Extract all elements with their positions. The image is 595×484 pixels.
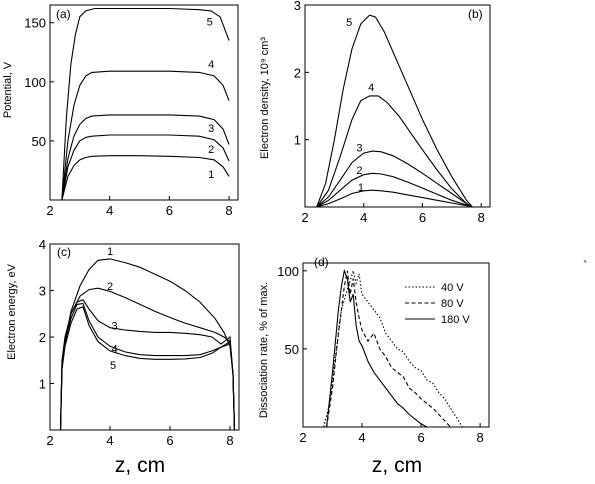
panel-a-xtick-label: 8 <box>225 203 232 218</box>
panel-a-label: (a) <box>56 7 71 21</box>
x-axis-label-right: z, cm <box>372 454 422 477</box>
panel-d-plot: 2 4 6 8 50 100 40 V 80 V 180 V <box>277 262 490 445</box>
panel-a: Potential, V (a) 2 4 6 8 50 100 150 1 2 3 4 5 <box>2 4 239 218</box>
panel-b-series-line <box>316 14 473 208</box>
panel-a-curve-label: 3 <box>208 123 214 135</box>
panel-b-xtick-label: 8 <box>478 210 485 225</box>
panel-a-series-line <box>61 70 230 201</box>
panel-d-legend-entry: 40 V <box>441 282 464 294</box>
panel-a-xtick-label: 2 <box>46 203 53 218</box>
panel-b-xtick-label: 6 <box>419 210 426 225</box>
panel-b-curve-label: 3 <box>356 143 362 155</box>
panel-d-xtick-label: 4 <box>358 430 365 445</box>
panel-a-series-line <box>61 134 230 201</box>
panel-d-xtick-label: 2 <box>299 430 306 445</box>
panel-d-ytick-label: 50 <box>285 342 299 357</box>
panel-c-ylabel: Electron energy, eV <box>6 263 18 359</box>
panel-c-xtick-label: 8 <box>226 433 233 448</box>
panel-c-ytick-label: 2 <box>39 330 46 345</box>
panel-c-series-line <box>59 299 236 431</box>
panel-a-xtick-label: 6 <box>166 203 173 218</box>
panel-b-frame <box>304 4 491 208</box>
panel-b-curve-label: 5 <box>346 17 352 29</box>
panel-b-series-line <box>316 172 473 208</box>
panel-d-series-line <box>326 270 451 428</box>
stray-mark: ` <box>583 258 587 273</box>
panel-c-xtick-label: 6 <box>166 433 173 448</box>
panel-d-series-line <box>326 268 428 428</box>
panel-b-series-line <box>316 95 473 208</box>
panel-b-plot: 2 4 6 8 1 2 3 1 2 3 4 5 <box>294 0 491 225</box>
panel-d-frame <box>302 262 490 428</box>
panel-b-curve-label: 2 <box>356 165 362 177</box>
panel-a-ylabel: Potential, V <box>2 61 14 118</box>
panel-c-curve-label: 5 <box>110 360 116 372</box>
panel-a-series-line <box>61 155 230 201</box>
panel-b: Electron density, 10⁹ cm³ (b) 2 4 6 8 1 2 3 1 2 3… <box>259 0 491 225</box>
panel-a-curve-label: 5 <box>207 17 213 29</box>
panel-c-label: (c) <box>57 245 71 259</box>
panel-b-ytick-label: 1 <box>294 133 301 148</box>
panel-b-series-line <box>316 150 473 208</box>
panel-c-xtick-label: 2 <box>46 433 53 448</box>
panel-a-ytick-label: 50 <box>32 134 46 149</box>
panel-b-curve-label: 4 <box>368 82 374 94</box>
panel-c-ytick-label: 4 <box>39 237 46 252</box>
panel-c-ytick-label: 3 <box>39 284 46 299</box>
panel-d: Dissociation rate, % of max. (d) 2 4 6 8 50 1… <box>258 255 490 445</box>
panel-c-curve-label: 4 <box>112 344 118 356</box>
panel-d-xtick-label: 6 <box>417 430 424 445</box>
panel-d-ytick-label: 100 <box>277 264 299 279</box>
panel-b-ylabel: Electron density, 10⁹ cm³ <box>259 37 271 159</box>
panel-b-xtick-label: 2 <box>301 210 308 225</box>
panel-a-plot: 2 4 6 8 50 100 150 1 2 3 4 5 <box>24 4 239 218</box>
panel-a-ytick-label: 100 <box>24 75 46 90</box>
panel-b-ytick-label: 2 <box>294 65 301 80</box>
panel-b-series-line <box>316 189 473 208</box>
panel-c-plot: 2 4 6 8 1 2 3 4 1 2 3 4 5 <box>39 237 240 448</box>
panel-a-curve-label: 2 <box>208 144 214 156</box>
panel-b-ytick-label: 3 <box>294 0 301 13</box>
panel-d-legend-entry: 180 V <box>441 314 470 326</box>
panel-a-ytick-label: 150 <box>24 16 46 31</box>
panel-c-series-line <box>59 306 236 431</box>
panel-c-series-line <box>59 302 236 431</box>
panel-c: Electron energy, eV (c) 2 4 6 8 1 2 3 4 1 2 3 4 5 <box>6 237 240 448</box>
panel-d-label: (d) <box>314 255 329 269</box>
panel-a-series-line <box>61 7 230 201</box>
panel-c-series-line <box>59 258 236 431</box>
panel-b-curve-label: 1 <box>358 182 364 194</box>
panel-a-curve-label: 1 <box>208 169 214 181</box>
panel-c-curve-label: 1 <box>107 246 113 258</box>
panel-d-ylabel: Dissociation rate, % of max. <box>258 282 270 418</box>
panel-c-xtick-label: 4 <box>106 433 113 448</box>
panel-d-xtick-label: 8 <box>477 430 484 445</box>
x-axis-label-left: z, cm <box>115 454 165 477</box>
panel-b-xtick-label: 4 <box>360 210 367 225</box>
panel-a-frame <box>49 4 239 201</box>
panel-a-xtick-label: 4 <box>106 203 113 218</box>
panel-c-curve-label: 2 <box>107 281 113 293</box>
panel-d-legend: 40 V 80 V 180 V <box>405 282 470 326</box>
panel-b-label: (b) <box>468 7 483 21</box>
panel-a-curve-label: 4 <box>208 59 214 71</box>
panel-d-series-line <box>323 268 463 428</box>
panel-a-series-line <box>61 114 230 201</box>
panel-d-legend-entry: 80 V <box>441 298 464 310</box>
panel-c-curve-label: 3 <box>112 320 118 332</box>
panel-c-ytick-label: 1 <box>39 377 46 392</box>
